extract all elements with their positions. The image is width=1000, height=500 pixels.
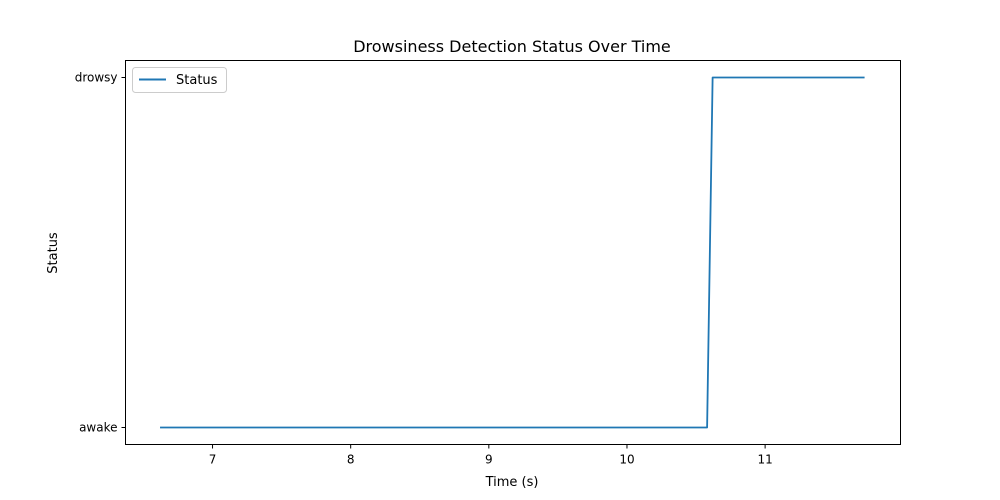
y-axis-label: Status xyxy=(46,232,61,274)
legend: Status xyxy=(132,67,227,93)
x-tick-label-8: 8 xyxy=(347,453,355,467)
x-tick-label-11: 11 xyxy=(757,453,772,467)
x-axis: 7 8 9 10 11 xyxy=(209,444,773,467)
y-tick-label-awake: awake xyxy=(79,421,117,435)
x-tick-label-7: 7 xyxy=(209,453,217,467)
x-tick-label-10: 10 xyxy=(619,453,634,467)
plot-area xyxy=(160,76,865,429)
axes-frame xyxy=(125,60,901,445)
y-tick-label-drowsy: drowsy xyxy=(75,71,118,85)
series-line-status xyxy=(160,76,865,429)
chart-title: Drowsiness Detection Status Over Time xyxy=(353,37,671,56)
y-axis: awake drowsy xyxy=(75,71,126,435)
x-axis-label: Time (s) xyxy=(485,475,539,490)
legend-box xyxy=(132,67,227,93)
x-tick-label-9: 9 xyxy=(485,453,493,467)
legend-label-status: Status xyxy=(176,73,218,88)
